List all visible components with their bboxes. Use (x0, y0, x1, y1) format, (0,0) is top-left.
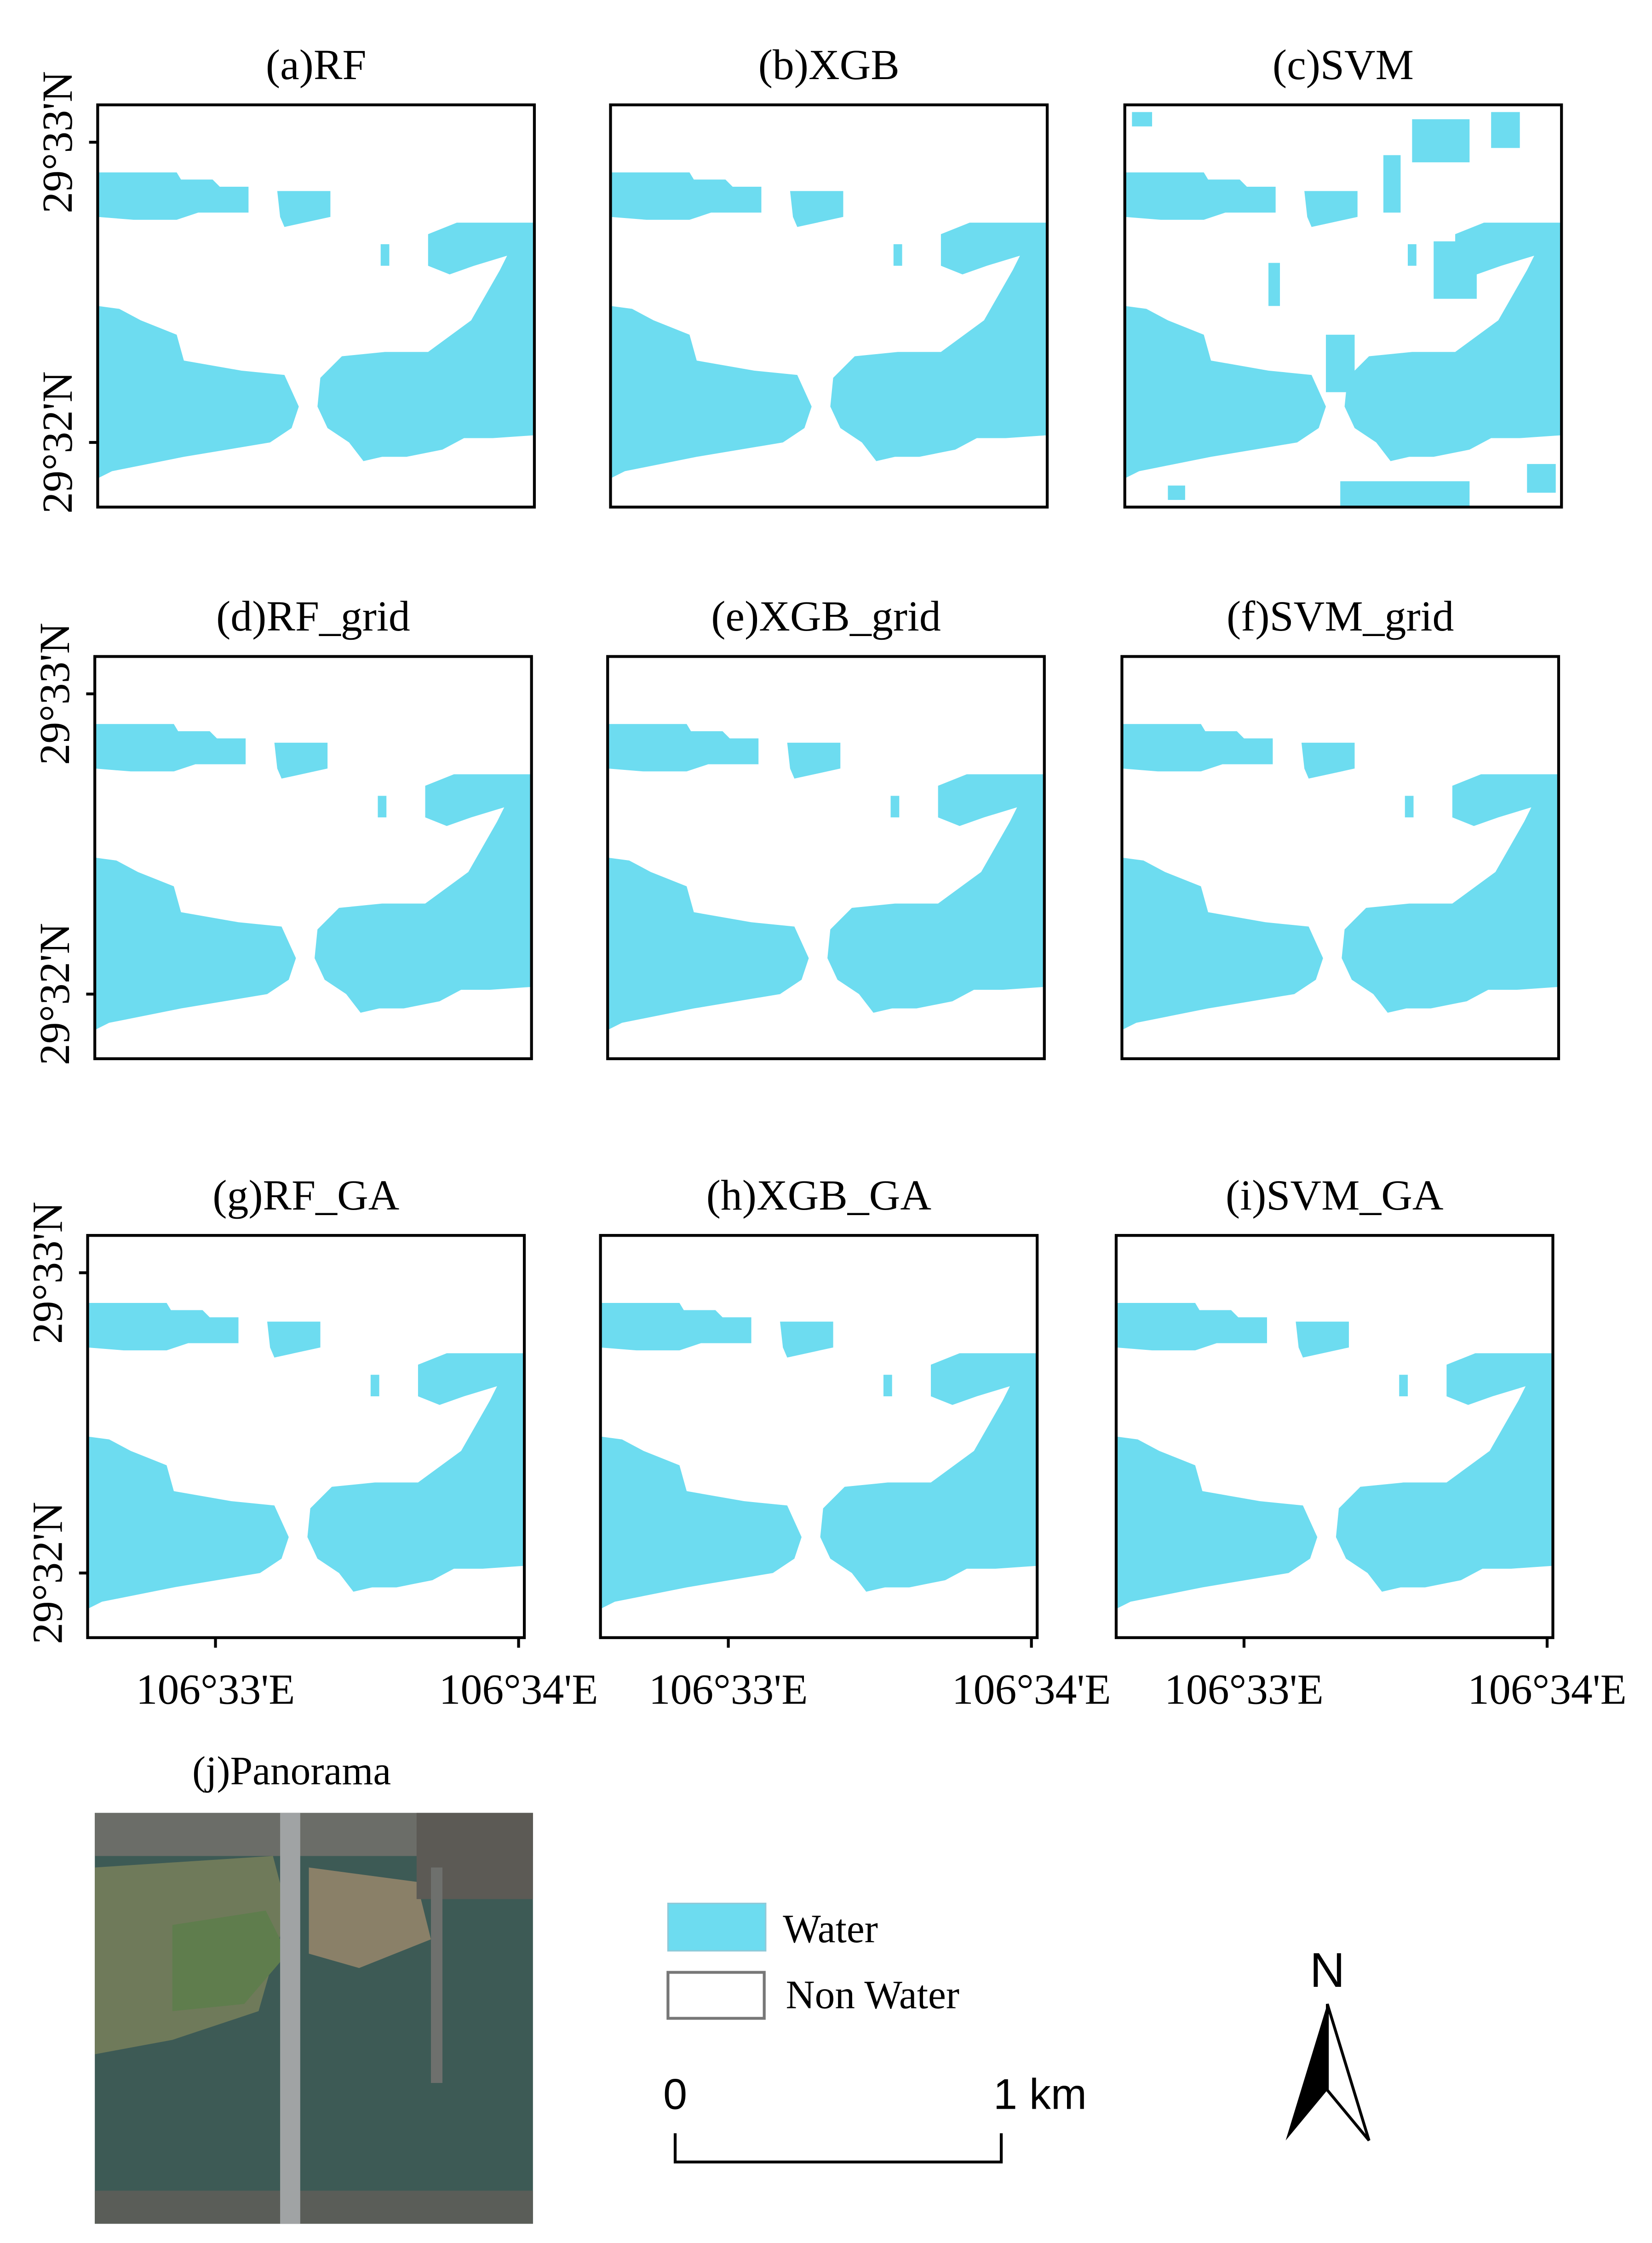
water-map (1122, 724, 1559, 1030)
panel-frame (86, 1234, 526, 1639)
panel-frame (96, 103, 536, 509)
panel-frame (93, 655, 533, 1061)
y-axis-label: 29°33'N (34, 71, 81, 213)
panel-title: (d)RF_grid (216, 593, 410, 640)
panorama-title: (j)Panorama (192, 1748, 391, 1793)
legend-swatch-water (667, 1903, 767, 1952)
water-map (1124, 112, 1562, 507)
scale-end: 1 km (993, 2070, 1087, 2118)
y-axis-label: 29°32'N (31, 923, 79, 1065)
north-label: N (1310, 1943, 1345, 1997)
panel-title: (g)RF_GA (212, 1172, 399, 1219)
water-map (600, 1302, 1038, 1609)
legend-label: Water (783, 1906, 878, 1951)
x-axis-label: 106°33'E (136, 1666, 295, 1713)
panel-title: (c)SVM (1273, 41, 1414, 89)
legend-label: Non Water (786, 1973, 959, 2017)
water-area (95, 724, 532, 1030)
x-axis-label: 106°34'E (952, 1666, 1111, 1713)
panel-title: (b)XGB (758, 41, 900, 89)
x-axis-label: 106°34'E (439, 1666, 598, 1713)
panorama-image (95, 1813, 533, 2224)
water-area (87, 1302, 525, 1609)
panels: (a)RF 29°33'N 29°32'N (b)XGB (c)SVM (d)RF_gri… (24, 41, 1627, 1714)
water-area (98, 172, 534, 479)
panel-frame (1120, 655, 1560, 1061)
x-axis-label: 106°33'E (1164, 1666, 1324, 1713)
panel-title: (e)XGB_grid (711, 593, 941, 640)
water-area (600, 1302, 1038, 1609)
water-map (87, 1302, 525, 1609)
scale-bar (673, 2133, 1003, 2163)
water-area (1124, 172, 1562, 479)
water-area (1116, 1302, 1553, 1609)
panel-title: (h)XGB_GA (706, 1172, 931, 1219)
panel-title: (a)RF (266, 41, 367, 89)
x-axis-label: 106°33'E (649, 1666, 808, 1713)
panel-frame (1123, 103, 1563, 509)
water-area (1122, 724, 1559, 1030)
y-axis-label: 29°32'N (34, 371, 81, 513)
north-arrow (1285, 2003, 1371, 2141)
water-map (608, 724, 1044, 1030)
scale-start: 0 (663, 2070, 687, 2118)
panel-frame (1114, 1234, 1554, 1639)
water-map (610, 172, 1048, 479)
panel-title: (f)SVM_grid (1227, 593, 1454, 640)
x-axis-label: 106°34'E (1468, 1666, 1627, 1713)
y-axis-label: 29°33'N (24, 1202, 71, 1344)
legend-swatch-nonwater (666, 1971, 766, 2020)
water-area (608, 724, 1044, 1030)
panel-frame (606, 655, 1046, 1061)
y-axis-label: 29°33'N (31, 623, 79, 765)
y-axis-label: 29°32'N (24, 1502, 71, 1644)
water-map (95, 724, 532, 1030)
water-map (98, 172, 534, 479)
panel-frame (599, 1234, 1039, 1639)
panel-title: (i)SVM_GA (1226, 1172, 1444, 1219)
water-area (610, 172, 1048, 479)
water-map (1116, 1302, 1553, 1609)
panel-frame (609, 103, 1049, 509)
